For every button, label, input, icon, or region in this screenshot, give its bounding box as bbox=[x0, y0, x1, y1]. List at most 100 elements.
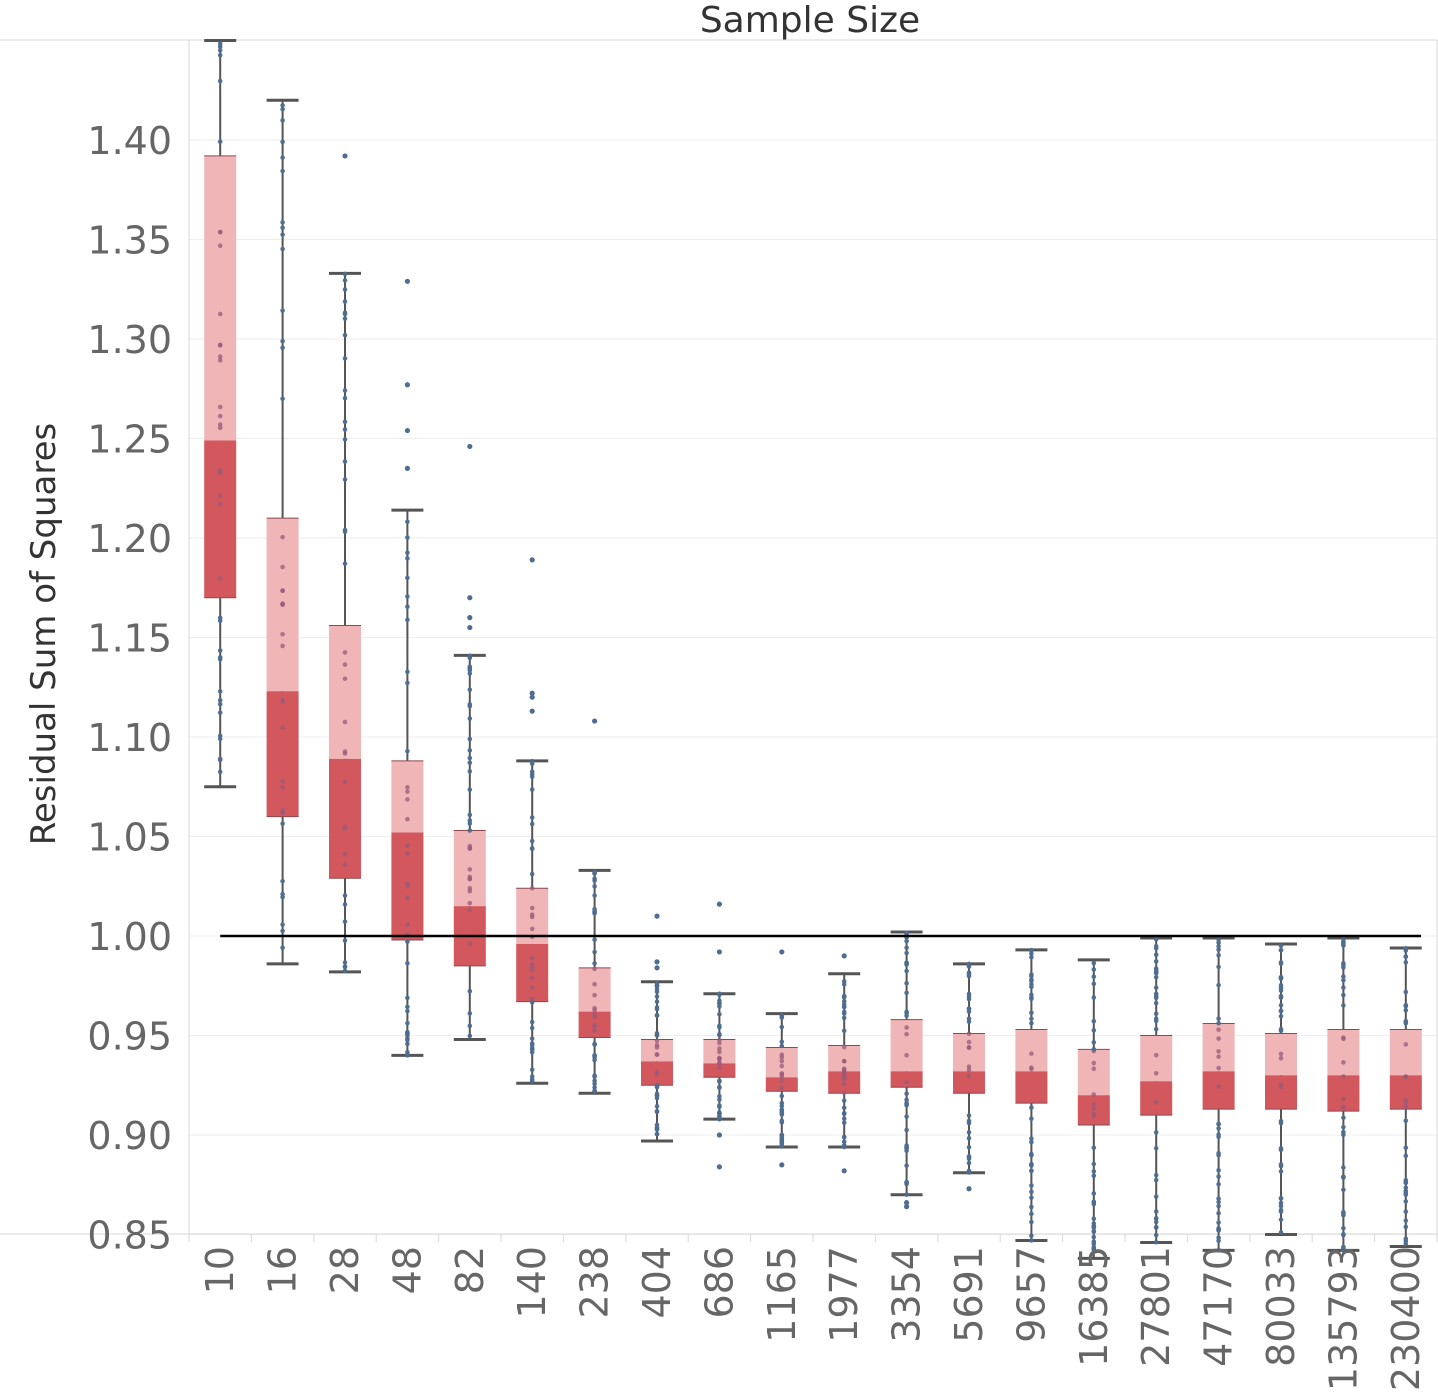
sample-point bbox=[342, 826, 348, 831]
sample-point bbox=[841, 1044, 847, 1050]
sample-point bbox=[1216, 1174, 1221, 1179]
outlier-point bbox=[904, 1200, 910, 1206]
sample-point bbox=[1216, 1036, 1221, 1041]
sample-point bbox=[1153, 1219, 1159, 1225]
sample-point bbox=[1278, 975, 1284, 981]
sample-point bbox=[904, 1192, 909, 1197]
sample-point bbox=[1153, 959, 1159, 964]
sample-point bbox=[217, 413, 223, 419]
sample-point bbox=[1341, 974, 1346, 979]
sample-point bbox=[280, 784, 285, 790]
sample-point bbox=[841, 1116, 847, 1121]
sample-point bbox=[1029, 954, 1034, 960]
sample-point bbox=[1153, 1099, 1159, 1105]
sample-point bbox=[529, 1067, 535, 1073]
sample-point bbox=[779, 1024, 785, 1030]
sample-point bbox=[405, 995, 410, 1001]
sample-point bbox=[280, 564, 285, 570]
x-tick-label: 686 bbox=[697, 1246, 741, 1319]
sample-point bbox=[1278, 1055, 1284, 1061]
sample-point bbox=[529, 975, 535, 981]
outlier-point bbox=[654, 959, 660, 965]
sample-point bbox=[405, 1041, 410, 1047]
sample-point bbox=[841, 1143, 847, 1149]
sample-point bbox=[1403, 960, 1409, 965]
sample-point bbox=[1341, 992, 1346, 998]
sample-point bbox=[779, 1078, 785, 1084]
sample-point bbox=[1153, 1172, 1159, 1178]
sample-point bbox=[217, 311, 223, 317]
sample-point bbox=[342, 968, 348, 974]
sample-point bbox=[1029, 1151, 1034, 1157]
sample-point bbox=[841, 1074, 847, 1080]
sample-point bbox=[467, 1023, 473, 1029]
sample-point bbox=[1029, 1233, 1034, 1239]
sample-point bbox=[405, 604, 410, 609]
sample-point bbox=[1153, 966, 1159, 971]
sample-point bbox=[1029, 1139, 1034, 1145]
sample-point bbox=[1403, 954, 1409, 959]
sample-point bbox=[966, 991, 972, 997]
sample-point bbox=[1278, 1002, 1284, 1008]
sample-point bbox=[280, 725, 285, 730]
sample-point bbox=[841, 1081, 847, 1087]
outlier-point bbox=[467, 615, 473, 621]
sample-point bbox=[1029, 1189, 1034, 1195]
sample-point bbox=[1029, 1168, 1034, 1174]
sample-point bbox=[1403, 1145, 1409, 1151]
sample-point bbox=[904, 1091, 909, 1097]
sample-point bbox=[1278, 993, 1284, 999]
sample-point bbox=[280, 588, 285, 593]
sample-point bbox=[779, 1132, 785, 1138]
sample-point bbox=[1091, 1113, 1097, 1119]
box-lower-quartile bbox=[953, 1071, 985, 1094]
sample-point bbox=[779, 1074, 785, 1080]
sample-point bbox=[717, 1023, 722, 1029]
sample-point bbox=[1403, 1199, 1409, 1204]
sample-point bbox=[904, 980, 909, 986]
sample-point bbox=[592, 878, 597, 883]
sample-point bbox=[1341, 1129, 1346, 1135]
x-tick-label: 47170 bbox=[1197, 1246, 1241, 1367]
sample-point bbox=[1216, 1247, 1221, 1253]
outlier-point bbox=[404, 382, 410, 388]
sample-point bbox=[1403, 1192, 1409, 1198]
sample-point bbox=[280, 534, 285, 540]
sample-point bbox=[966, 1064, 972, 1069]
y-tick-label: 1.20 bbox=[87, 517, 172, 561]
sample-point bbox=[280, 246, 285, 252]
sample-point bbox=[280, 821, 285, 826]
sample-point bbox=[1403, 1209, 1409, 1214]
sample-point bbox=[904, 945, 909, 951]
sample-point bbox=[217, 757, 223, 763]
sample-point bbox=[1216, 1167, 1221, 1173]
sample-point bbox=[1029, 978, 1034, 984]
sample-point bbox=[1029, 1204, 1034, 1210]
sample-point bbox=[904, 1114, 909, 1119]
sample-point bbox=[1091, 995, 1097, 1000]
sample-point bbox=[1278, 1118, 1284, 1124]
sample-point bbox=[1278, 1084, 1284, 1090]
sample-point bbox=[1029, 1051, 1034, 1056]
sample-point bbox=[904, 1145, 909, 1150]
box-upper-quartile bbox=[1077, 1049, 1110, 1096]
outlier-point bbox=[529, 694, 535, 700]
sample-point bbox=[1216, 964, 1221, 970]
sample-point bbox=[280, 894, 285, 900]
outlier-point bbox=[467, 624, 473, 631]
sample-point bbox=[966, 1045, 972, 1051]
sample-point bbox=[1341, 1225, 1346, 1231]
sample-point bbox=[1278, 1162, 1284, 1167]
sample-point bbox=[467, 755, 473, 761]
box-lower-quartile bbox=[329, 758, 361, 879]
sample-point bbox=[467, 867, 473, 872]
sample-point bbox=[405, 895, 410, 901]
x-tick-label: 5691 bbox=[947, 1246, 991, 1343]
sample-point bbox=[717, 1011, 722, 1017]
sample-point bbox=[717, 1061, 722, 1066]
sample-point bbox=[1091, 1169, 1097, 1174]
sample-point bbox=[841, 1098, 847, 1103]
sample-point bbox=[966, 1031, 972, 1037]
sample-point bbox=[217, 243, 223, 248]
sample-point bbox=[1278, 1203, 1284, 1209]
